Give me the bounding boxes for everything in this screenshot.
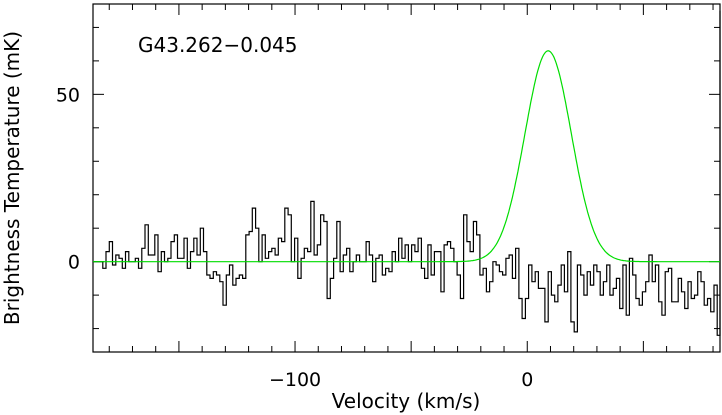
- y-tick-label: 50: [56, 84, 80, 106]
- axis-tick-labels: −100 0 0 50: [56, 84, 533, 391]
- spectrum-histogram-line: [93, 10, 721, 336]
- gaussian-fit-line: [93, 50, 720, 263]
- x-axis-label: Velocity (km/s): [332, 389, 481, 413]
- y-axis-label: Brightness Temperature (mK): [0, 31, 24, 325]
- x-tick-label: −100: [269, 369, 321, 391]
- source-name-annotation: G43.262−0.045: [138, 33, 298, 57]
- y-tick-label: 0: [68, 252, 80, 274]
- x-tick-label: 0: [521, 369, 533, 391]
